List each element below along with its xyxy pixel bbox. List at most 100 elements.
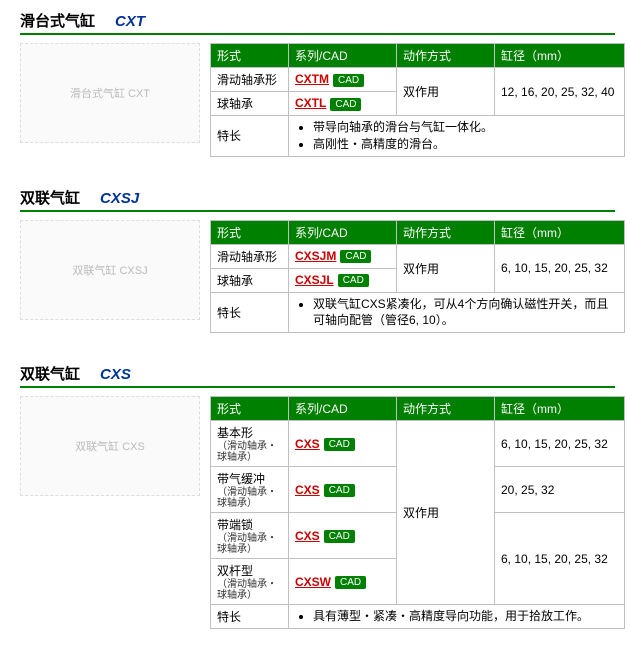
- cad-badge[interactable]: CAD: [333, 74, 364, 87]
- feature-item: 高刚性・高精度的滑台。: [313, 136, 618, 153]
- cell-series: CXS CAD: [289, 513, 397, 559]
- product-heading: 滑台式气缸CXT: [20, 10, 615, 35]
- spec-table: 形式系列/CAD动作方式缸径（mm）滑动轴承形CXTMCAD双作用12, 16,…: [210, 43, 625, 157]
- cad-badge[interactable]: CAD: [338, 274, 369, 287]
- product-section: 双联气缸CXS双联气缸 CXS形式系列/CAD动作方式缸径（mm）基本形（滑动轴…: [20, 363, 615, 629]
- cad-badge[interactable]: CAD: [330, 98, 361, 111]
- cell-type: 球轴承: [211, 268, 289, 292]
- type-main: 球轴承: [217, 97, 253, 111]
- series-link[interactable]: CXSJL: [295, 273, 334, 287]
- cell-bore: 20, 25, 32: [495, 467, 625, 513]
- cell-type: 双杆型（滑动轴承・球轴承）: [211, 559, 289, 605]
- cad-badge[interactable]: CAD: [324, 530, 355, 543]
- product-content: 双联气缸 CXSJ形式系列/CAD动作方式缸径（mm）滑动轴承形CXSJMCAD…: [20, 220, 615, 334]
- th-bore: 缸径（mm）: [495, 397, 625, 421]
- feature-list: 具有薄型・紧凑・高精度导向功能，用于拾放工作。: [295, 608, 618, 625]
- table-row: 滑动轴承形CXTMCAD双作用12, 16, 20, 25, 32, 40: [211, 68, 625, 92]
- product-image: 双联气缸 CXSJ: [20, 220, 200, 320]
- cell-features-content: 带导向轴承的滑台与气缸一体化。高刚性・高精度的滑台。: [289, 116, 625, 157]
- table-row: 滑动轴承形CXSJMCAD双作用6, 10, 15, 20, 25, 32: [211, 244, 625, 268]
- cell-bore: 6, 10, 15, 20, 25, 32: [495, 421, 625, 467]
- cell-type: 带端锁（滑动轴承・球轴承）: [211, 513, 289, 559]
- cell-features-content: 双联气缸CXS紧凑化，可从4个方向确认磁性开关，而且可轴向配管（管径6, 10）…: [289, 292, 625, 333]
- cell-type: 基本形（滑动轴承・球轴承）: [211, 421, 289, 467]
- type-main: 带气缓冲: [217, 472, 265, 486]
- type-sub: （滑动轴承・球轴承）: [217, 487, 282, 509]
- cell-series: CXS CAD: [289, 467, 397, 513]
- th-type: 形式: [211, 220, 289, 244]
- th-type: 形式: [211, 44, 289, 68]
- feature-item: 带导向轴承的滑台与气缸一体化。: [313, 119, 618, 136]
- product-heading: 双联气缸CXSJ: [20, 187, 615, 212]
- product-code: CXS: [100, 366, 131, 383]
- cad-badge[interactable]: CAD: [324, 484, 355, 497]
- th-action: 动作方式: [397, 220, 495, 244]
- series-link[interactable]: CXSJM: [295, 249, 336, 263]
- cell-features-label: 特长: [211, 605, 289, 629]
- type-main: 基本形: [217, 426, 253, 440]
- cad-badge[interactable]: CAD: [335, 576, 366, 589]
- th-type: 形式: [211, 397, 289, 421]
- type-main: 滑动轴承形: [217, 250, 277, 264]
- cell-features-label: 特长: [211, 116, 289, 157]
- type-main: 双杆型: [217, 564, 253, 578]
- product-code: CXT: [115, 13, 145, 30]
- series-link[interactable]: CXTL: [295, 96, 326, 110]
- product-title: 双联气缸: [20, 187, 80, 208]
- feature-list: 双联气缸CXS紧凑化，可从4个方向确认磁性开关，而且可轴向配管（管径6, 10）…: [295, 296, 618, 330]
- type-sub: （滑动轴承・球轴承）: [217, 441, 282, 463]
- product-content: 双联气缸 CXS形式系列/CAD动作方式缸径（mm）基本形（滑动轴承・球轴承）C…: [20, 396, 615, 629]
- series-link[interactable]: CXTM: [295, 72, 329, 86]
- type-sub: （滑动轴承・球轴承）: [217, 579, 282, 601]
- th-series: 系列/CAD: [289, 397, 397, 421]
- cad-badge[interactable]: CAD: [324, 438, 355, 451]
- cell-series: CXS CAD: [289, 421, 397, 467]
- cell-series: CXTM CAD: [289, 68, 397, 92]
- type-sub: （滑动轴承・球轴承）: [217, 533, 282, 555]
- cell-features-content: 具有薄型・紧凑・高精度导向功能，用于拾放工作。: [289, 605, 625, 629]
- cell-action: 双作用: [397, 68, 495, 116]
- th-action: 动作方式: [397, 397, 495, 421]
- cell-type: 球轴承: [211, 92, 289, 116]
- table-header-row: 形式系列/CAD动作方式缸径（mm）: [211, 44, 625, 68]
- cell-series: CXTL CAD: [289, 92, 397, 116]
- type-main: 滑动轴承形: [217, 73, 277, 87]
- th-bore: 缸径（mm）: [495, 220, 625, 244]
- cell-bore: 6, 10, 15, 20, 25, 32: [495, 513, 625, 605]
- features-row: 特长双联气缸CXS紧凑化，可从4个方向确认磁性开关，而且可轴向配管（管径6, 1…: [211, 292, 625, 333]
- cell-series: CXSJM CAD: [289, 244, 397, 268]
- feature-list: 带导向轴承的滑台与气缸一体化。高刚性・高精度的滑台。: [295, 119, 618, 153]
- feature-item: 双联气缸CXS紧凑化，可从4个方向确认磁性开关，而且可轴向配管（管径6, 10）…: [313, 296, 618, 330]
- product-image: 双联气缸 CXS: [20, 396, 200, 496]
- type-main: 带端锁: [217, 518, 253, 532]
- series-link[interactable]: CXS: [295, 437, 320, 451]
- product-section: 双联气缸CXSJ双联气缸 CXSJ形式系列/CAD动作方式缸径（mm）滑动轴承形…: [20, 187, 615, 334]
- series-link[interactable]: CXSW: [295, 575, 331, 589]
- features-row: 特长 具有薄型・紧凑・高精度导向功能，用于拾放工作。: [211, 605, 625, 629]
- feature-item: 具有薄型・紧凑・高精度导向功能，用于拾放工作。: [313, 608, 618, 625]
- spec-table: 形式系列/CAD动作方式缸径（mm）基本形（滑动轴承・球轴承）CXSCAD双作用…: [210, 396, 625, 629]
- cell-features-label: 特长: [211, 292, 289, 333]
- cell-action: 双作用: [397, 244, 495, 292]
- th-bore: 缸径（mm）: [495, 44, 625, 68]
- cell-type: 滑动轴承形: [211, 244, 289, 268]
- table-header-row: 形式系列/CAD动作方式缸径（mm）: [211, 397, 625, 421]
- cell-bore: 12, 16, 20, 25, 32, 40: [495, 68, 625, 116]
- table-header-row: 形式系列/CAD动作方式缸径（mm）: [211, 220, 625, 244]
- th-series: 系列/CAD: [289, 44, 397, 68]
- spec-table: 形式系列/CAD动作方式缸径（mm）滑动轴承形CXSJMCAD双作用6, 10,…: [210, 220, 625, 334]
- th-action: 动作方式: [397, 44, 495, 68]
- cad-badge[interactable]: CAD: [340, 250, 371, 263]
- series-link[interactable]: CXS: [295, 483, 320, 497]
- cell-type: 带气缓冲（滑动轴承・球轴承）: [211, 467, 289, 513]
- cell-action: 双作用: [397, 421, 495, 605]
- table-row: 基本形（滑动轴承・球轴承）CXSCAD双作用6, 10, 15, 20, 25,…: [211, 421, 625, 467]
- cell-bore: 6, 10, 15, 20, 25, 32: [495, 244, 625, 292]
- series-link[interactable]: CXS: [295, 529, 320, 543]
- product-title: 双联气缸: [20, 363, 80, 384]
- product-image: 滑台式气缸 CXT: [20, 43, 200, 143]
- cell-series: CXSJL CAD: [289, 268, 397, 292]
- product-heading: 双联气缸 CXS: [20, 363, 615, 388]
- type-main: 球轴承: [217, 274, 253, 288]
- cell-series: CXSW CAD: [289, 559, 397, 605]
